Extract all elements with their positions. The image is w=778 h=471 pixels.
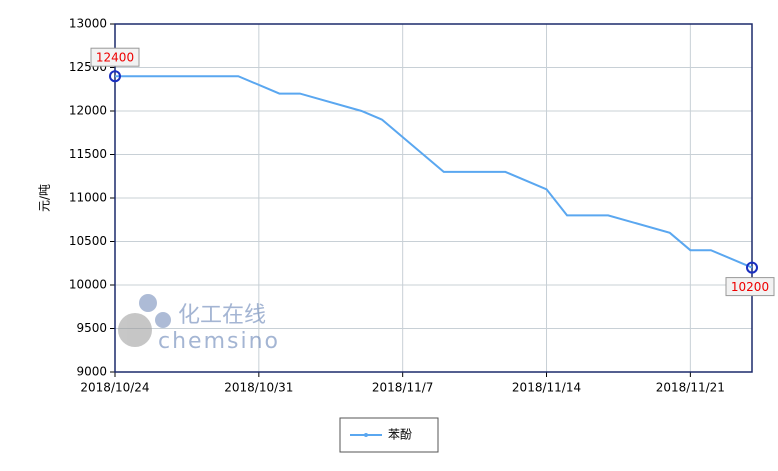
y-axis-label: 元/吨 xyxy=(38,184,52,212)
line xyxy=(115,75,753,269)
logo xyxy=(155,312,171,328)
y-tick-label: 10000 xyxy=(69,278,107,292)
x-tick-label: 2018/11/14 xyxy=(512,381,581,395)
x-tick-label: 2018/10/24 xyxy=(80,381,149,395)
data-label: 10200 xyxy=(731,280,769,294)
legend-label: 苯酚 xyxy=(388,428,412,442)
y-tick-label: 13000 xyxy=(69,17,107,31)
watermark-cn: 化工在线 xyxy=(178,303,266,328)
y-tick-label: 11500 xyxy=(69,147,107,161)
plot-border xyxy=(114,23,753,373)
y-tick-label: 12000 xyxy=(69,104,107,118)
x-tick-label: 2018/11/21 xyxy=(656,381,725,395)
data-label: 12400 xyxy=(96,51,134,65)
logo xyxy=(118,313,152,347)
data-label-box xyxy=(90,47,140,67)
y-tick-label: 10500 xyxy=(69,234,107,248)
end-marker xyxy=(746,261,758,274)
x-tick-label: 2018/11/7 xyxy=(372,381,434,395)
y-tick-label: 9500 xyxy=(76,321,107,335)
legend-dot xyxy=(364,433,368,437)
data-label-box xyxy=(725,277,775,297)
watermark: 化工在线 chemsino xyxy=(118,294,280,354)
y-tick-label: 11000 xyxy=(69,191,107,205)
end-marker xyxy=(109,70,121,83)
y-tick-label: 9000 xyxy=(76,365,107,379)
x-tick-label: 2018/10/31 xyxy=(224,381,293,395)
logo xyxy=(139,294,157,312)
watermark-en: chemsino xyxy=(158,329,280,354)
